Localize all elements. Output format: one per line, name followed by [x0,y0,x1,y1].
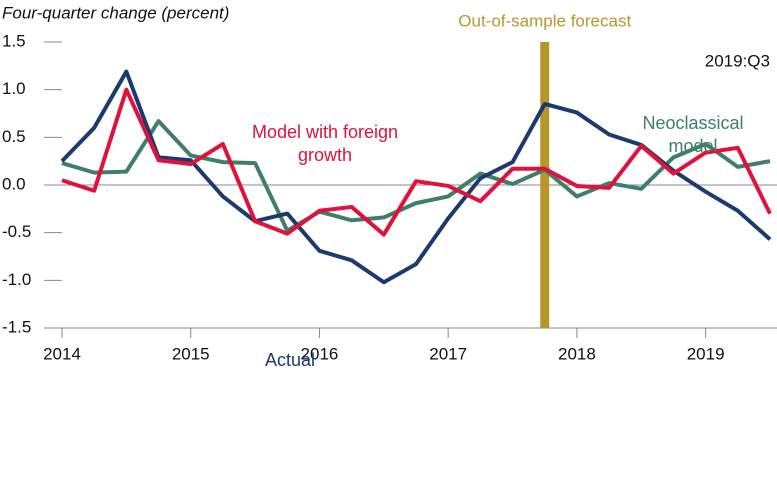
y-axis-title: Four-quarter change (percent) [2,3,229,22]
x-tick-label: 2018 [558,344,596,363]
series-label: Model with foreign growth [251,122,399,165]
y-tick-label: 1.0 [2,79,26,98]
y-tick-label: -0.5 [2,222,31,241]
x-tick-label: 2019 [687,344,725,363]
y-tick-label: -1.0 [2,270,31,289]
x-tick-label: 2014 [43,344,81,363]
series-label: Actual [264,350,316,370]
forecast-label: Out-of-sample forecast [458,11,631,30]
series-label-text: Neoclassical model [642,113,744,156]
y-tick-label: 0.5 [2,127,26,146]
series-line [60,69,772,285]
annotation: 2019:Q3 [705,51,770,70]
series-line [61,87,772,237]
y-tick-label: 1.5 [2,31,26,50]
y-tick-label: 0.0 [2,174,26,193]
x-tick-label: 2017 [429,344,467,363]
series-label-text: Actual [264,350,316,370]
x-tick-label: 2016 [301,344,339,363]
series-label-text: Model with foreign growth [251,122,399,165]
series-line [61,119,771,233]
forecast-bar [540,42,550,328]
y-tick-label: -1.5 [2,317,31,336]
series-label: Neoclassical model [642,113,744,156]
x-tick-label: 2015 [172,344,210,363]
